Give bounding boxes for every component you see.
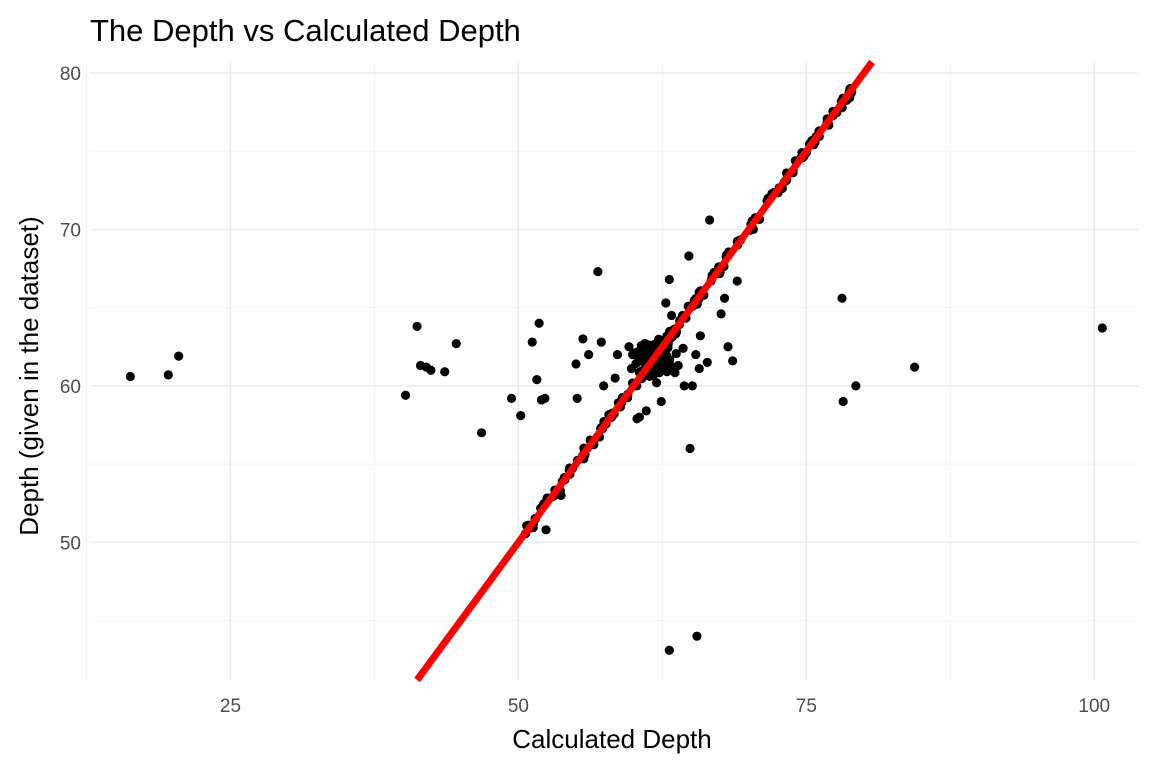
data-point — [684, 251, 694, 261]
data-point — [728, 356, 738, 366]
data-point — [125, 371, 135, 382]
data-point — [685, 443, 695, 454]
data-point — [532, 375, 542, 385]
data-point — [673, 360, 683, 371]
data-point — [670, 368, 680, 378]
data-point — [599, 381, 609, 391]
data-point — [694, 364, 704, 374]
data-point — [163, 370, 173, 380]
data-point — [695, 331, 705, 341]
y-tick-label: 80 — [60, 64, 81, 85]
data-point — [661, 298, 671, 308]
data-point — [174, 351, 184, 361]
data-point — [704, 215, 715, 225]
tick-labels: 25 50 75 100 50 60 70 80 — [60, 64, 1110, 717]
data-point — [540, 393, 550, 403]
data-point — [837, 293, 847, 303]
data-point — [476, 428, 487, 438]
data-point — [596, 337, 606, 347]
data-point — [723, 342, 733, 352]
data-point — [541, 525, 551, 535]
data-point — [571, 359, 581, 369]
data-point — [534, 318, 544, 328]
data-point — [593, 267, 603, 277]
y-tick-label: 70 — [60, 220, 81, 241]
data-point — [572, 393, 582, 403]
data-point — [732, 276, 742, 286]
data-point — [692, 631, 702, 641]
data-point — [909, 362, 920, 372]
data-point — [656, 396, 666, 407]
data-point — [527, 337, 537, 347]
y-axis-title: Depth (given in the dataset) — [14, 216, 44, 535]
data-point — [851, 381, 861, 391]
y-tick-label: 50 — [60, 533, 81, 554]
x-tick-label: 50 — [508, 696, 529, 717]
data-point — [612, 349, 623, 360]
data-point — [679, 381, 689, 391]
data-point — [636, 348, 646, 358]
data-point — [838, 396, 848, 407]
data-point — [400, 390, 411, 400]
scatter-points — [125, 84, 1107, 655]
x-tick-label: 75 — [796, 696, 817, 717]
data-point — [664, 274, 674, 285]
data-point — [412, 321, 422, 332]
data-point — [691, 349, 701, 360]
data-point — [666, 310, 677, 321]
data-point — [516, 410, 526, 421]
data-point — [664, 645, 674, 655]
data-point — [578, 334, 588, 344]
data-point — [671, 348, 681, 359]
data-point — [687, 381, 697, 391]
data-point — [662, 367, 672, 377]
data-point — [1097, 323, 1107, 333]
data-point — [610, 373, 620, 383]
data-point — [426, 365, 436, 375]
data-point — [652, 378, 662, 388]
reference-line — [414, 59, 875, 683]
data-point — [631, 359, 641, 369]
data-point — [624, 342, 634, 352]
data-point — [451, 339, 461, 349]
data-point — [584, 349, 594, 360]
data-point — [641, 406, 651, 416]
grid-lines — [86, 62, 1138, 680]
x-tick-label: 100 — [1078, 696, 1110, 717]
x-tick-label: 25 — [220, 696, 241, 717]
data-point — [716, 309, 726, 319]
data-point — [506, 393, 517, 403]
data-point — [634, 412, 644, 422]
reference-line-layer — [414, 59, 875, 683]
data-point — [702, 357, 712, 367]
data-point — [440, 367, 450, 377]
x-axis-title: Calculated Depth — [512, 724, 711, 754]
chart-title: The Depth vs Calculated Depth — [90, 13, 521, 48]
data-point — [678, 343, 688, 353]
data-point — [654, 362, 664, 372]
y-tick-label: 60 — [60, 377, 81, 398]
data-point — [719, 293, 730, 303]
